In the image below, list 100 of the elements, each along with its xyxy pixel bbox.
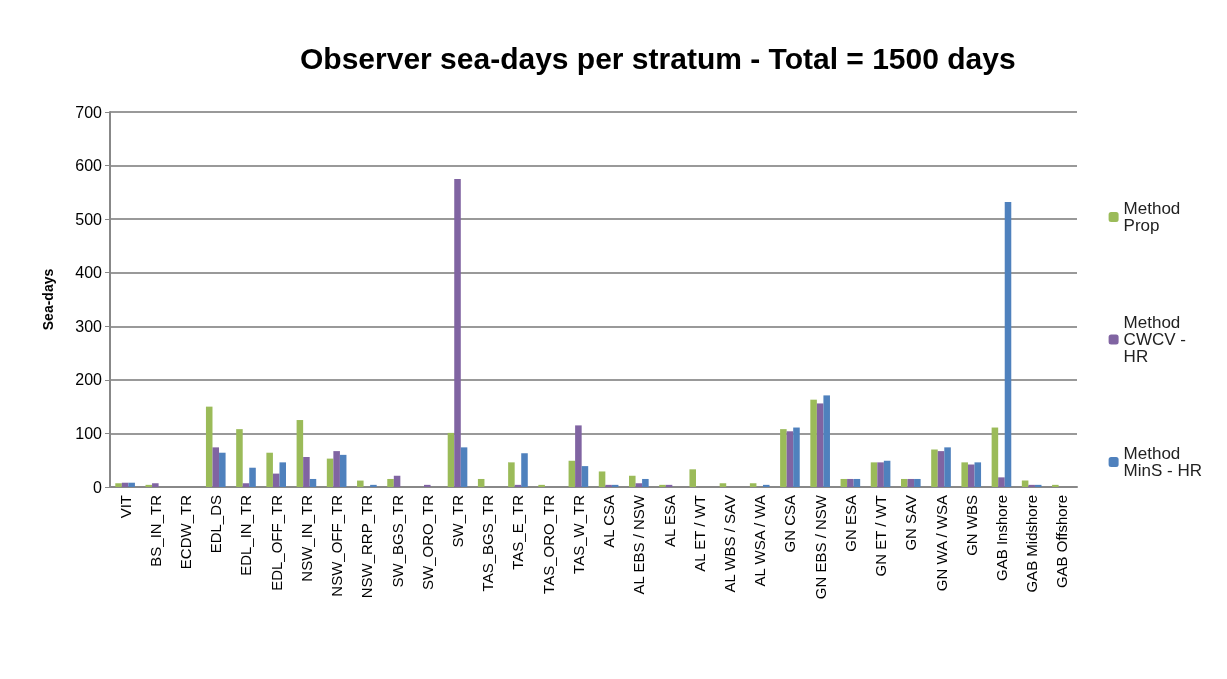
x-tick-label: NSW_OFF_TR xyxy=(328,494,346,597)
bar xyxy=(339,454,347,487)
y-tick-label: 100 xyxy=(75,424,103,442)
y-tick-label: 700 xyxy=(75,103,103,121)
x-tick-label: TAS_E_TR xyxy=(509,494,527,570)
bar xyxy=(786,431,794,487)
chart-title: Observer sea-days per stratum - Total = 1500 days xyxy=(300,41,1016,75)
x-tick-label: GAB Offshore xyxy=(1053,495,1071,589)
bar xyxy=(128,482,135,487)
bar xyxy=(460,447,468,487)
bar xyxy=(870,462,878,487)
bar xyxy=(212,447,220,487)
bar xyxy=(296,420,304,487)
y-tick-label: 0 xyxy=(93,478,103,496)
bar xyxy=(635,483,643,487)
x-tick-label: GN EBS / NSW xyxy=(811,494,829,600)
x-tick-label: SW_TR xyxy=(449,494,467,548)
bar xyxy=(249,467,256,487)
bar xyxy=(279,462,287,487)
x-tick-label: TAS_W_TR xyxy=(569,494,587,574)
x-tick-label: AL WBS / SAV xyxy=(720,495,738,593)
bar xyxy=(900,478,908,487)
x-tick-label: AL ET / WT xyxy=(690,495,708,572)
x-tick-label: GAB Inshore xyxy=(992,495,1010,581)
y-tick-label: 200 xyxy=(75,371,103,389)
bar xyxy=(326,458,334,487)
bar xyxy=(568,460,576,487)
bar xyxy=(303,457,310,487)
bar xyxy=(823,395,830,487)
bar xyxy=(219,452,226,487)
bar xyxy=(762,484,770,487)
bar xyxy=(719,483,727,487)
bar xyxy=(598,471,606,487)
bar xyxy=(877,462,884,487)
bar xyxy=(477,478,485,487)
bar xyxy=(991,427,999,487)
x-tick-label: GN ET / WT xyxy=(872,495,890,577)
bar xyxy=(816,403,824,487)
x-tick-label: GN ESA xyxy=(841,495,859,552)
y-tick-label: 600 xyxy=(75,157,103,175)
bar xyxy=(642,478,649,487)
bar xyxy=(1004,202,1012,487)
bar xyxy=(424,484,431,487)
y-tick-label: 400 xyxy=(75,264,103,282)
bar xyxy=(840,478,848,487)
bar xyxy=(907,478,915,487)
bar xyxy=(152,483,159,487)
legend-label: Method MinS - HR xyxy=(1123,444,1203,480)
bar xyxy=(266,452,273,487)
bar xyxy=(333,451,340,487)
bar xyxy=(914,478,921,487)
bar xyxy=(780,429,787,487)
bar xyxy=(357,480,364,487)
x-tick-label: SW_BGS_TR xyxy=(388,494,406,588)
x-tick-label: NSW_IN_TR xyxy=(297,494,315,582)
x-tick-label: EDL_DS xyxy=(207,495,225,554)
x-tick-label: AL EBS / NSW xyxy=(630,494,648,595)
x-tick-label: EDL_OFF_TR xyxy=(267,494,285,591)
bar xyxy=(581,466,589,487)
bar xyxy=(454,178,461,487)
bar xyxy=(629,475,636,487)
bar xyxy=(967,464,975,487)
bar xyxy=(793,427,800,487)
bar xyxy=(508,462,515,487)
bar xyxy=(937,451,945,487)
x-tick-label: GN CSA xyxy=(781,495,799,553)
x-tick-label: SW_ORO_TR xyxy=(418,494,436,591)
x-tick-label: BS_IN_TR xyxy=(146,494,164,567)
x-tick-label: GAB Midshore xyxy=(1023,495,1041,593)
x-tick-label: TAS_BGS_TR xyxy=(479,494,497,592)
x-tick-label: GN WBS xyxy=(962,495,980,556)
bar xyxy=(236,429,243,487)
y-axis-title: Sea-days xyxy=(40,268,56,331)
bar xyxy=(749,483,757,487)
bar xyxy=(974,462,982,487)
bar xyxy=(853,478,861,487)
legend-label: Method CWCV - HR xyxy=(1123,313,1191,366)
x-tick-label: ECDW_TR xyxy=(177,494,195,570)
x-tick-label: NSW_RRP_TR xyxy=(358,494,376,599)
x-tick-label: AL WSA / WA xyxy=(751,495,769,587)
y-tick-label: 500 xyxy=(75,210,103,228)
bar xyxy=(115,483,122,487)
bar xyxy=(883,460,891,487)
x-tick-label: TAS_ORO_TR xyxy=(539,494,557,594)
bar xyxy=(931,449,938,487)
bar xyxy=(944,447,951,487)
bar xyxy=(659,484,666,487)
bar xyxy=(309,478,317,487)
bar xyxy=(370,484,377,487)
bar xyxy=(575,425,582,487)
bar xyxy=(1028,484,1035,487)
bar xyxy=(998,477,1005,487)
bar xyxy=(847,478,854,487)
bar xyxy=(538,484,545,487)
bar xyxy=(387,478,394,487)
x-tick-label: VIT xyxy=(116,495,134,519)
y-tick-label: 300 xyxy=(75,317,103,335)
x-tick-label: EDL_IN_TR xyxy=(237,494,255,576)
bar xyxy=(689,469,696,487)
bar xyxy=(1052,484,1059,487)
